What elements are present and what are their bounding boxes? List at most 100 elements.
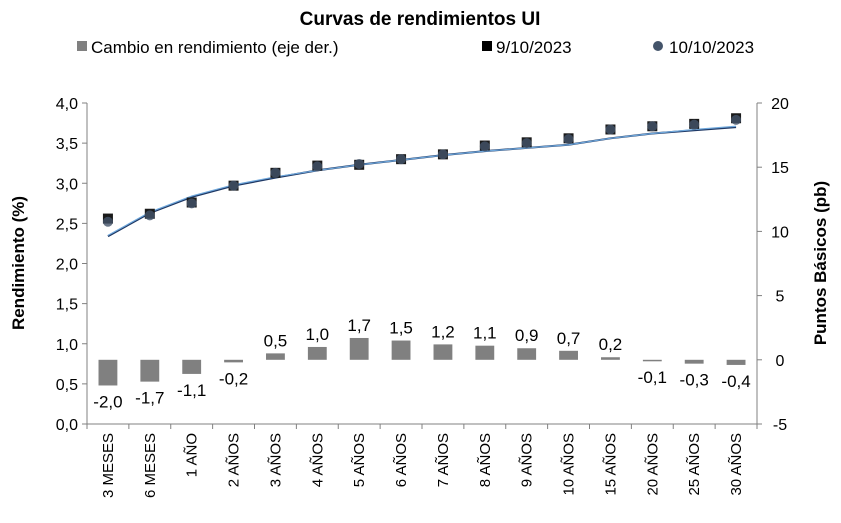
bar-data-label: -0,1 [638,368,667,387]
change-bar [140,359,160,382]
left-tick-label: 2,5 [56,216,78,233]
bar-data-labels: -2,0 -1,7 -1,1 -0,2 0,5 1,0 1,7 1,5 1,2 1,1 0,9 0,7… [93,316,750,412]
right-axis-ticks: -5 0 5 10 15 20 [757,96,789,434]
marker-10-10-2023 [479,141,490,152]
bar-data-label: 0,5 [264,331,288,350]
x-category-label: 30 AÑOS [728,433,745,496]
legend-bar-marker [77,41,87,51]
right-tick-label: 15 [771,160,789,177]
x-category-label: 2 AÑOS [226,433,243,487]
marker-10-10-2023 [563,134,574,145]
x-category-label: 1 AÑO [184,433,201,477]
x-category-label: 15 AÑOS [602,433,619,496]
change-bar [517,348,537,360]
trend-lines [107,125,737,238]
right-axis-label: Puntos Básicos (pb) [811,181,830,345]
change-bar [475,345,495,360]
marker-10-10-2023 [521,138,532,149]
left-tick-label: 3,0 [56,176,78,193]
legend-square-marker [482,41,492,51]
x-category-label: 4 AÑOS [309,433,326,487]
x-category-label: 3 AÑOS [267,433,284,487]
change-bar [98,359,118,386]
change-bar [266,353,285,360]
x-category-label: 5 AÑOS [351,433,368,487]
marker-10-10-2023 [647,121,658,132]
bar-data-label: 0,7 [557,329,581,348]
bar-data-label: -1,7 [135,389,164,408]
left-tick-label: 0,5 [56,377,78,394]
marker-10-10-2023 [144,210,155,221]
marker-10-10-2023 [354,158,365,169]
legend-bar-label: Cambio en rendimiento (eje der.) [91,38,339,57]
right-tick-label: 5 [776,289,785,306]
bar-data-label: -0,2 [219,369,248,388]
right-tick-label: 0 [776,353,785,370]
marker-10-10-2023 [731,114,742,125]
x-category-label: 9 AÑOS [519,433,536,487]
x-category-label: 7 AÑOS [435,433,452,487]
change-bar [559,350,578,360]
bar-data-label: 0,2 [599,335,623,354]
change-bar [433,344,453,360]
x-category-label: 10 AÑOS [561,433,578,496]
change-bar [642,359,662,362]
x-category-label: 25 AÑOS [686,433,703,496]
marker-10-10-2023 [228,180,239,191]
left-axis-label: Rendimiento (%) [9,196,28,330]
trend-line-10-10-2023 [107,125,737,236]
marker-10-10-2023 [437,149,448,160]
change-bar [601,357,620,360]
x-axis-ticks: 3 MESES 6 MESES 1 AÑO 2 AÑOS 3 AÑOS 4 AÑOS 5 A… [86,424,758,498]
legend-date2-label: 10/10/2023 [669,38,754,57]
bar-data-label: 1,7 [347,316,371,335]
marker-10-10-2023 [396,154,407,165]
change-bar [182,359,202,374]
left-axis-ticks: 0,0 0,5 1,0 1,5 2,0 2,5 3,0 3,5 4,0 [56,96,87,434]
left-tick-label: 3,5 [56,136,78,153]
x-category-label: 3 MESES [100,433,117,498]
marker-10-10-2023 [270,167,281,178]
left-tick-label: 0,0 [56,417,78,434]
bar-series [98,337,746,386]
x-category-label: 6 MESES [142,433,159,498]
change-bar [391,340,411,360]
change-bar [224,359,243,363]
marker-10-10-2023 [186,198,197,209]
bar-data-label: 1,5 [389,319,413,338]
marker-10-10-2023 [102,216,113,227]
right-tick-label: 20 [771,96,789,113]
marker-10-10-2023 [689,119,700,130]
left-tick-label: 4,0 [56,96,78,113]
right-tick-label: -5 [773,417,787,434]
bar-data-label: 1,2 [431,322,455,341]
bar-data-label: -2,0 [93,392,122,411]
legend-circle-marker [653,41,663,51]
change-bar [349,337,369,360]
left-tick-label: 2,0 [56,257,78,274]
left-tick-label: 1,5 [56,297,78,314]
chart-title: Curvas de rendimientos UI [300,9,541,30]
x-category-label: 8 AÑOS [477,433,494,487]
legend-date1-label: 9/10/2023 [496,38,572,57]
bar-data-label: 0,9 [515,326,539,345]
right-tick-label: 10 [771,224,789,241]
marker-10-10-2023 [312,161,323,172]
marker-10-10-2023 [605,124,616,135]
x-category-label: 6 AÑOS [393,433,410,487]
x-category-label: 20 AÑOS [644,433,661,496]
bar-data-label: -1,1 [177,381,206,400]
series-9-10-2023-markers [102,113,742,224]
trend-line-9-10-2023 [107,126,737,238]
bar-data-label: 1,1 [473,324,497,343]
change-bar [307,346,327,360]
series-10-10-2023-markers [102,114,742,227]
change-bar [684,359,704,364]
bar-data-label: 1,0 [305,325,329,344]
bar-data-label: -0,4 [721,372,750,391]
change-bar [726,359,746,365]
bar-data-label: -0,3 [680,371,709,390]
legend: Cambio en rendimiento (eje der.) 9/10/20… [77,38,754,57]
left-tick-label: 1,0 [56,337,78,354]
